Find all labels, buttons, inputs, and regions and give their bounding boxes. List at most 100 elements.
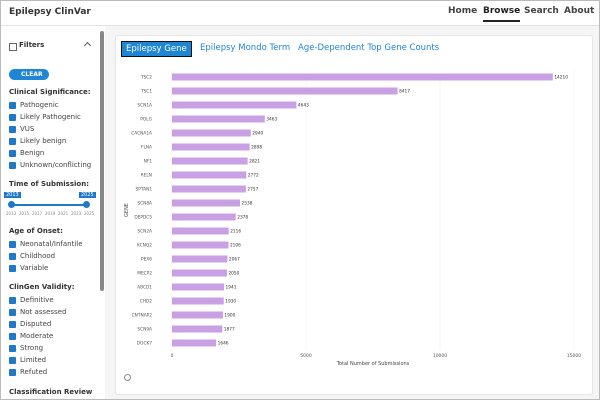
- slider-handle[interactable]: [8, 201, 15, 208]
- y-tick-label: POLG: [140, 117, 152, 123]
- checkbox[interactable]: [9, 162, 16, 169]
- y-tick-label: CACNA1A: [131, 131, 152, 137]
- value-label: 2538: [242, 201, 253, 207]
- slider-tick: 2015: [19, 211, 30, 216]
- x-tick-label: 10000: [433, 353, 447, 359]
- checkbox-label: Neonatal/Infantile: [20, 240, 83, 248]
- bar: [172, 325, 223, 333]
- bar: [172, 227, 229, 235]
- bar: [172, 171, 247, 179]
- y-tick-label: SCN9A: [137, 327, 152, 333]
- value-label: 2050: [228, 271, 239, 277]
- filters-title: Filters: [19, 41, 45, 49]
- checkbox[interactable]: [9, 126, 16, 133]
- tab[interactable]: Epilepsy Mondo Term: [200, 43, 291, 53]
- bar: [172, 157, 248, 165]
- x-tick-label: 0: [171, 353, 174, 359]
- checkbox[interactable]: [9, 114, 16, 121]
- value-label: 3463: [266, 117, 277, 123]
- section-title: Clinical Significance:: [9, 88, 91, 96]
- header: Epilepsy ClinVar Home Browse Search About: [1, 1, 599, 26]
- checkbox-label: Pathogenic: [20, 101, 59, 109]
- checkbox[interactable]: [9, 333, 16, 340]
- slider-tick: 2017: [32, 211, 43, 216]
- y-axis-title: GENE: [124, 203, 130, 217]
- chart-panel: 0 5000 10000 15000 Total Number of Submissio…: [115, 35, 593, 395]
- y-tick-label: MECP2: [137, 271, 152, 277]
- section-title: ClinGen Validity:: [9, 283, 75, 291]
- value-label: 1941: [226, 285, 237, 291]
- y-tick-label: RELN: [141, 173, 152, 179]
- tab[interactable]: Epilepsy Gene: [121, 41, 192, 57]
- section-title: Age of Onset:: [9, 227, 63, 235]
- x-tick-label: 15000: [567, 353, 581, 359]
- value-label: 2821: [249, 159, 260, 165]
- clear-button[interactable]: CLEAR: [9, 69, 49, 80]
- checkbox[interactable]: [9, 297, 16, 304]
- slider-tick: 2021: [58, 211, 69, 216]
- checkbox-label: Strong: [20, 344, 44, 352]
- value-label: 1930: [225, 299, 236, 305]
- y-tick-label: DOCK7: [137, 341, 153, 347]
- x-axis-title: Total Number of Submissions: [336, 361, 410, 367]
- section-title: Classification Review Status:: [9, 388, 93, 399]
- checkbox-label: Benign: [20, 149, 45, 157]
- slider-track: [11, 204, 87, 206]
- checkbox[interactable]: [9, 150, 16, 157]
- checkbox[interactable]: [9, 357, 16, 364]
- value-label: 1900: [224, 313, 235, 319]
- slider-tick: 2013: [6, 211, 17, 216]
- scrollbar[interactable]: [100, 31, 104, 291]
- checkbox[interactable]: [9, 265, 16, 272]
- checkbox-label: Refuted: [20, 368, 48, 376]
- bar: [172, 297, 224, 305]
- bar: [172, 241, 229, 249]
- bar: [172, 129, 251, 137]
- checkbox[interactable]: [9, 241, 16, 248]
- checkbox[interactable]: [9, 345, 16, 352]
- filters-icon: [9, 43, 17, 51]
- checkbox-label: Definitive: [20, 296, 54, 304]
- bar: [172, 255, 228, 263]
- tab[interactable]: Age-Dependent Top Gene Counts: [298, 43, 440, 53]
- bar: [172, 115, 265, 123]
- checkbox-label: Variable: [20, 264, 49, 272]
- y-tick-label: SPTAN1: [136, 187, 153, 193]
- checkbox[interactable]: [9, 321, 16, 328]
- checkbox-label: Not assessed: [20, 308, 67, 316]
- bar: [172, 269, 227, 277]
- bar: [172, 87, 398, 95]
- chart: 0 5000 10000 15000 Total Number of Submissio…: [124, 70, 581, 367]
- value-label: 2378: [237, 215, 248, 221]
- slider-max: 2025: [79, 192, 96, 198]
- value-label: 2116: [230, 229, 241, 235]
- value-label: 2067: [229, 257, 240, 263]
- checkbox[interactable]: [9, 369, 16, 376]
- y-tick-label: KCNQ2: [137, 243, 152, 249]
- value-label: 2772: [248, 173, 259, 179]
- slider-handle[interactable]: [83, 201, 90, 208]
- nav-link[interactable]: Search: [524, 6, 559, 16]
- nav-link[interactable]: Browse: [483, 6, 521, 22]
- value-label: 1877: [224, 327, 235, 333]
- slider-tick: 2025: [84, 211, 95, 216]
- checkbox[interactable]: [9, 138, 16, 145]
- value-label: 4643: [298, 103, 309, 109]
- checkbox[interactable]: [9, 309, 16, 316]
- app-title: Epilepsy ClinVar: [9, 7, 91, 17]
- collapse-icon[interactable]: [83, 41, 92, 50]
- slider-min: 2013: [4, 192, 21, 198]
- y-tick-label: SCN8A: [137, 201, 152, 207]
- bar: [172, 339, 217, 347]
- checkbox[interactable]: [9, 253, 16, 260]
- value-label: 2106: [230, 243, 241, 249]
- checkbox-label: VUS: [20, 125, 35, 133]
- checkbox[interactable]: [9, 102, 16, 109]
- bar: [172, 283, 225, 291]
- bar: [172, 143, 250, 151]
- value-label: 1646: [218, 341, 229, 347]
- nav-link[interactable]: About: [564, 6, 595, 16]
- settings-icon[interactable]: [124, 374, 131, 381]
- nav-link[interactable]: Home: [448, 6, 478, 16]
